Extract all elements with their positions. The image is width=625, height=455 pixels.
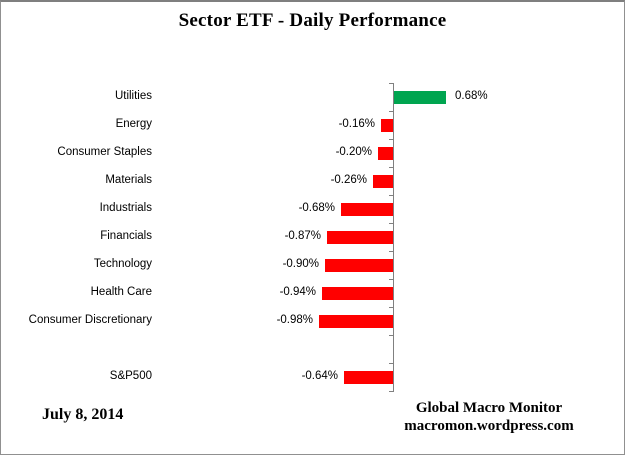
category-label: Health Care	[90, 286, 152, 298]
category-label: Energy	[115, 118, 152, 130]
axis-tick	[389, 223, 394, 224]
axis-tick	[389, 363, 394, 364]
bar-value-label: -0.98%	[276, 314, 313, 326]
bar-value-label: -0.16%	[338, 118, 375, 130]
axis-tick	[389, 195, 394, 196]
axis-tick	[389, 167, 394, 168]
bar	[378, 146, 393, 160]
bar-value-label: -0.20%	[335, 146, 372, 158]
bar-value-label: -0.64%	[301, 370, 338, 382]
attribution: Global Macro Monitor macromon.wordpress.…	[379, 399, 599, 435]
bar	[381, 118, 393, 132]
category-label: Technology	[93, 258, 152, 270]
axis-tick	[389, 83, 394, 84]
y-axis	[393, 83, 394, 391]
axis-tick	[389, 279, 394, 280]
attribution-url: macromon.wordpress.com	[404, 418, 574, 434]
chart-title: Sector ETF - Daily Performance	[178, 10, 447, 31]
bar	[319, 314, 393, 328]
bar	[341, 202, 393, 216]
category-label: Financials	[100, 230, 152, 242]
axis-tick	[389, 307, 394, 308]
axis-tick	[389, 139, 394, 140]
bar-value-label: -0.68%	[298, 202, 335, 214]
axis-tick	[389, 335, 394, 336]
axis-tick	[389, 391, 394, 392]
bar	[325, 258, 393, 272]
category-label: Materials	[105, 174, 152, 186]
category-label: Utilities	[114, 90, 152, 102]
bar	[344, 370, 393, 384]
bar	[322, 286, 393, 300]
category-label: Industrials	[99, 202, 152, 214]
bar-value-label: -0.87%	[284, 230, 321, 242]
bar	[327, 230, 393, 244]
bar	[394, 90, 446, 104]
date-label: July 8, 2014	[42, 406, 124, 423]
axis-tick	[389, 251, 394, 252]
category-label: Consumer Staples	[57, 146, 152, 158]
bar-value-label: -0.94%	[279, 286, 316, 298]
category-label: Consumer Discretionary	[28, 314, 152, 326]
bar-value-label: 0.68%	[455, 90, 488, 102]
attribution-source: Global Macro Monitor	[415, 400, 563, 416]
bar	[373, 174, 393, 188]
axis-tick	[389, 111, 394, 112]
bar-value-label: -0.90%	[282, 258, 319, 270]
category-label: S&P500	[109, 370, 152, 382]
bar-value-label: -0.26%	[330, 174, 367, 186]
